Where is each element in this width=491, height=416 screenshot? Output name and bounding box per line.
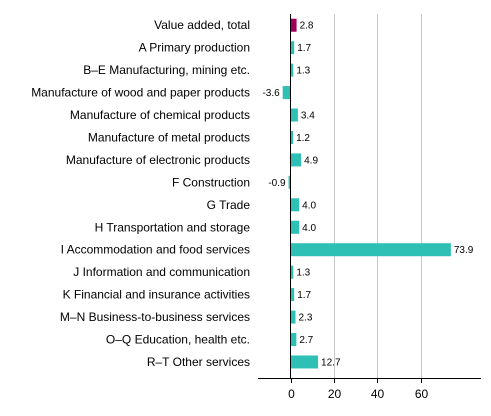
bar-6 bbox=[290, 153, 302, 167]
category-label-7: F Construction bbox=[172, 175, 250, 189]
bar-14 bbox=[290, 333, 297, 347]
bar-9 bbox=[290, 220, 300, 234]
bars bbox=[282, 18, 451, 369]
value-label-14: 2.7 bbox=[299, 335, 313, 346]
category-label-11: J Information and communication bbox=[73, 265, 250, 279]
category-label-3: Manufacture of wood and paper products bbox=[31, 86, 250, 100]
bar-15 bbox=[290, 355, 319, 369]
category-label-12: K Financial and insurance activities bbox=[63, 288, 250, 302]
value-label-0: 2.8 bbox=[300, 21, 314, 32]
bar-8 bbox=[290, 198, 300, 212]
value-label-10: 73.9 bbox=[454, 245, 474, 256]
x-tick-label-60: 60 bbox=[415, 387, 429, 401]
x-tick-label-0: 0 bbox=[288, 387, 295, 401]
value-label-8: 4.0 bbox=[302, 200, 316, 211]
category-labels: Value added, total A Primary production B–… bbox=[31, 18, 250, 369]
bar-11 bbox=[290, 265, 294, 279]
value-label-3: -3.6 bbox=[262, 88, 280, 99]
category-label-4: Manufacture of chemical products bbox=[70, 108, 250, 122]
category-label-13: M–N Business-to-business services bbox=[60, 310, 250, 324]
bar-2 bbox=[290, 63, 294, 77]
bar-3 bbox=[282, 86, 291, 100]
value-label-9: 4.0 bbox=[302, 223, 316, 234]
category-label-9: H Transportation and storage bbox=[95, 220, 251, 234]
bar-4 bbox=[290, 108, 298, 122]
value-label-4: 3.4 bbox=[301, 111, 315, 122]
value-label-5: 1.2 bbox=[296, 133, 310, 144]
value-label-11: 1.3 bbox=[296, 268, 310, 279]
category-label-14: O–Q Education, health etc. bbox=[106, 333, 250, 347]
category-label-5: Manufacture of metal products bbox=[88, 130, 250, 144]
x-tick-label-40: 40 bbox=[371, 387, 385, 401]
category-label-8: G Trade bbox=[207, 198, 251, 212]
value-label-1: 1.7 bbox=[297, 43, 311, 54]
bar-12 bbox=[290, 288, 295, 302]
value-label-7: -0.9 bbox=[268, 178, 286, 189]
value-label-6: 4.9 bbox=[304, 155, 318, 166]
value-label-2: 1.3 bbox=[296, 66, 310, 77]
category-label-10: I Accommodation and food services bbox=[61, 243, 250, 257]
bar-13 bbox=[290, 310, 296, 324]
category-label-2: B–E Manufacturing, mining etc. bbox=[83, 63, 250, 77]
value-label-15: 12.7 bbox=[321, 357, 341, 368]
category-label-1: A Primary production bbox=[139, 41, 250, 55]
x-axis: 0 20 40 60 bbox=[258, 378, 481, 401]
gridlines bbox=[334, 14, 422, 378]
value-label-12: 1.7 bbox=[297, 290, 311, 301]
category-label-0: Value added, total bbox=[154, 18, 250, 32]
bar-10 bbox=[290, 243, 451, 257]
value-label-13: 2.3 bbox=[298, 313, 312, 324]
bar-7 bbox=[288, 175, 291, 189]
x-tick-label-20: 20 bbox=[328, 387, 342, 401]
bar-1 bbox=[290, 41, 295, 55]
value-labels: 2.8 1.7 1.3 -3.6 3.4 1.2 4.9 -0.9 4.0 4.0 73.9 1.3 1… bbox=[262, 21, 473, 369]
bar-0 bbox=[290, 18, 297, 32]
bar-5 bbox=[290, 130, 294, 144]
category-label-6: Manufacture of electronic products bbox=[66, 153, 250, 167]
category-label-15: R–T Other services bbox=[147, 355, 250, 369]
